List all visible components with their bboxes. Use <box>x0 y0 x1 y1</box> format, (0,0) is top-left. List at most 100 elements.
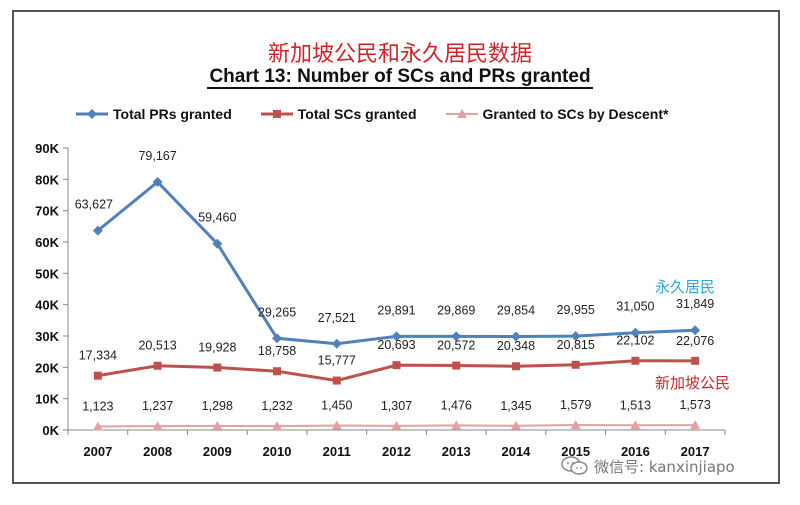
x-tick-label: 2011 <box>323 444 351 459</box>
watermark: 微信号: kanxinjiapo <box>560 455 735 477</box>
sc-point-marker <box>273 367 282 376</box>
legend-item-pr: Total PRs granted <box>75 106 232 122</box>
sc-point-marker <box>392 361 401 370</box>
x-tick-label: 2017 <box>681 444 710 459</box>
descent-point-marker <box>690 420 701 430</box>
descent-point-marker <box>331 420 342 430</box>
data-label: 1,232 <box>261 399 292 413</box>
descent-point-marker <box>451 420 462 430</box>
data-label: 18,758 <box>258 344 296 358</box>
sc-point-marker <box>631 356 640 365</box>
annotation-sc-text: 新加坡公民 <box>655 374 731 392</box>
data-label: 1,450 <box>321 398 352 412</box>
legend: Total PRs granted Total SCs granted Gran… <box>75 106 696 122</box>
annotation-sc-cn: 新加坡公民 <box>655 372 730 393</box>
x-tick-label: 2009 <box>203 444 232 459</box>
pr-point-marker <box>152 176 163 187</box>
data-label: 31,849 <box>676 297 714 311</box>
legend-pr-swatch-icon <box>76 109 108 119</box>
sc-point-marker <box>511 362 520 371</box>
descent-point-marker <box>92 421 103 431</box>
x-tick-label: 2016 <box>621 444 650 459</box>
data-label: 1,345 <box>500 399 531 413</box>
sc-point-marker <box>93 371 102 380</box>
data-label: 63,627 <box>75 198 113 212</box>
sc-point-marker <box>153 361 162 370</box>
data-label: 1,298 <box>202 399 233 413</box>
data-label: 1,476 <box>441 398 472 412</box>
descent-point-marker <box>570 420 581 430</box>
series-line-0 <box>96 179 696 346</box>
data-label: 20,348 <box>497 339 535 353</box>
data-label: 15,777 <box>318 354 356 368</box>
sc-point-marker <box>452 361 461 370</box>
descent-point-marker <box>152 421 163 431</box>
chinese-title: 新加坡公民和永久居民数据 <box>267 42 532 67</box>
data-label: 20,572 <box>437 339 475 353</box>
x-tick-label: 2008 <box>143 444 172 459</box>
data-label: 1,237 <box>142 399 173 413</box>
pr-point-marker <box>391 331 402 342</box>
y-tick-label: 40K <box>35 298 59 313</box>
data-label: 17,334 <box>79 349 117 363</box>
legend-item-sc: Total SCs granted <box>260 106 417 122</box>
y-tick-label: 80K <box>35 172 59 187</box>
sc-point-marker <box>691 356 700 365</box>
pr-point-marker <box>630 327 641 338</box>
data-label: 29,854 <box>497 303 535 317</box>
descent-point-marker <box>212 420 223 430</box>
x-tick-label: 2010 <box>263 444 292 459</box>
data-label: 20,815 <box>557 338 595 352</box>
pr-point-marker <box>331 338 342 349</box>
data-label: 1,513 <box>620 398 651 412</box>
watermark-text: 微信号: kanxinjiapo <box>594 457 735 476</box>
data-label: 1,307 <box>381 399 412 413</box>
wechat-icon <box>561 456 588 475</box>
legend-label-sc: Total SCs granted <box>297 106 417 122</box>
y-tick-label: 60K <box>35 235 59 250</box>
x-tick-label: 2013 <box>442 444 471 459</box>
sc-point-marker <box>571 360 580 369</box>
data-label: 29,265 <box>258 305 296 319</box>
descent-point-marker <box>510 420 521 430</box>
x-tick-label: 2015 <box>561 444 590 459</box>
data-label: 27,521 <box>318 311 356 325</box>
legend-label-descent: Granted to SCs by Descent* <box>482 106 669 122</box>
data-label: 59,460 <box>198 211 236 225</box>
data-label: 31,050 <box>616 300 654 314</box>
x-tick-label: 2014 <box>501 444 531 459</box>
data-label: 29,955 <box>557 303 595 317</box>
chart-frame <box>12 10 780 484</box>
legend-label-pr: Total PRs granted <box>113 106 232 122</box>
pr-point-marker <box>570 331 581 342</box>
pr-point-marker <box>92 225 103 236</box>
y-tick-label: 0K <box>42 423 59 438</box>
y-tick-label: 10K <box>35 392 59 407</box>
data-label: 1,579 <box>560 398 591 412</box>
data-label: 1,573 <box>679 398 710 412</box>
legend-sc-swatch-icon <box>260 110 293 118</box>
legend-descent-swatch-icon <box>445 109 478 118</box>
legend-item-descent: Granted to SCs by Descent* <box>445 106 669 122</box>
y-tick-label: 90K <box>35 141 59 156</box>
descent-point-marker <box>391 420 402 430</box>
data-label: 19,928 <box>198 341 236 355</box>
x-tick-label: 2007 <box>83 444 112 459</box>
y-tick-label: 30K <box>35 329 59 344</box>
pr-point-marker <box>451 331 462 342</box>
y-tick-label: 70K <box>35 204 59 219</box>
descent-point-marker <box>630 420 641 430</box>
descent-point-marker <box>272 421 283 431</box>
data-label: 79,167 <box>138 149 176 163</box>
annotation-pr-text: 永久居民 <box>655 278 716 296</box>
sc-point-marker <box>213 363 222 372</box>
data-label: 29,869 <box>437 303 475 317</box>
pr-point-marker <box>690 325 701 336</box>
chart-title: Chart 13: Number of SCs and PRs granted <box>0 66 800 89</box>
annotation-pr-cn: 永久居民 <box>655 276 715 297</box>
sc-point-marker <box>332 376 341 385</box>
y-tick-label: 20K <box>35 360 59 375</box>
data-label: 29,891 <box>377 303 415 317</box>
pr-point-marker <box>272 333 283 344</box>
